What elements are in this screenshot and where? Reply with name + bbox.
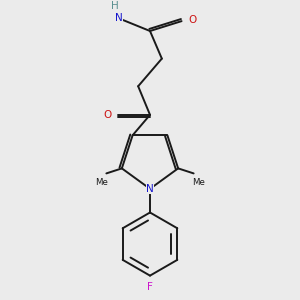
Text: Me: Me <box>95 178 108 187</box>
Text: H: H <box>111 1 119 11</box>
Text: O: O <box>188 15 196 25</box>
Text: O: O <box>103 110 112 120</box>
Text: F: F <box>147 283 153 292</box>
Text: N: N <box>146 184 154 194</box>
Text: N: N <box>115 13 122 23</box>
Text: Me: Me <box>192 178 205 187</box>
